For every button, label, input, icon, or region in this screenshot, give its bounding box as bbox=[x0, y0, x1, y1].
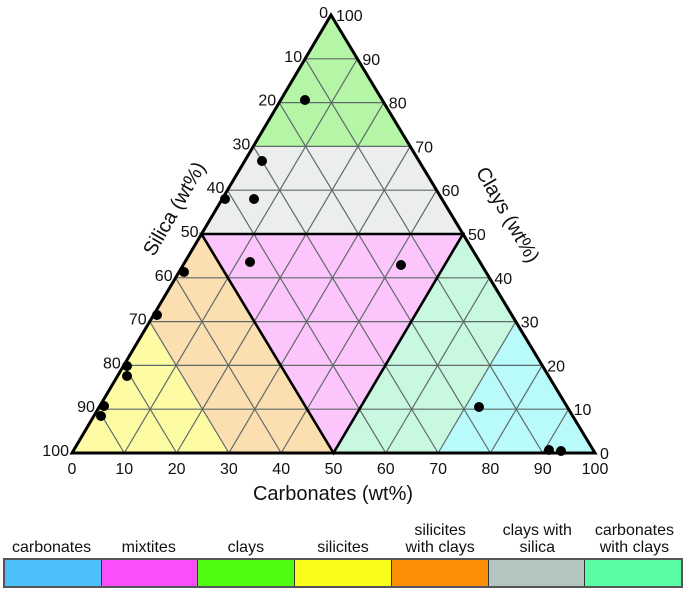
legend-label: mixtites bbox=[121, 539, 176, 556]
silica-tick: 30 bbox=[233, 136, 251, 153]
gridline bbox=[149, 321, 230, 454]
carbonates-tick: 40 bbox=[272, 461, 290, 478]
region-clays bbox=[253, 15, 411, 147]
gridline bbox=[437, 321, 517, 454]
region-carbonates bbox=[438, 321, 595, 453]
data-point bbox=[245, 257, 255, 267]
data-point bbox=[257, 156, 267, 166]
legend-swatch bbox=[488, 560, 586, 586]
legend-label: silicites with clays bbox=[405, 522, 475, 556]
ternary-diagram: 0 10 20 30 40 50 60 70 80 90 100010203040506070809… bbox=[42, 5, 609, 505]
legend-label: carbonates with clays bbox=[594, 522, 674, 556]
legend-swatch bbox=[391, 560, 489, 586]
silica-tick: 10 bbox=[284, 49, 302, 66]
silica-tick: 0 bbox=[319, 5, 328, 22]
clays-tick: 90 bbox=[362, 52, 380, 69]
gridline bbox=[175, 277, 282, 454]
silica-tick: 100 bbox=[42, 443, 69, 460]
data-point bbox=[556, 446, 566, 456]
silica-tick: 90 bbox=[77, 399, 95, 416]
clays-axis-title: Clays (wt%) bbox=[471, 163, 543, 266]
data-point bbox=[300, 95, 310, 105]
data-point bbox=[249, 194, 259, 204]
data-point bbox=[544, 445, 554, 455]
clays-tick: 40 bbox=[494, 271, 512, 288]
legend-swatch bbox=[585, 560, 682, 586]
legend-swatches bbox=[3, 558, 683, 588]
carbonates-tick: 100 bbox=[582, 461, 609, 478]
carbonates-tick: 30 bbox=[220, 461, 238, 478]
clays-tick: 80 bbox=[389, 96, 407, 113]
silica-tick: 70 bbox=[129, 312, 147, 329]
data-point bbox=[474, 402, 484, 412]
legend-label: silicites bbox=[317, 539, 369, 556]
region-mixtites bbox=[201, 234, 463, 453]
legend: carbonates mixtites clays silicites silicite… bbox=[3, 512, 683, 588]
legend-labels: carbonates mixtites clays silicites silicite… bbox=[3, 512, 683, 558]
carbonates-tick: 60 bbox=[377, 461, 395, 478]
gridline bbox=[123, 365, 178, 454]
data-points bbox=[96, 95, 566, 456]
data-point bbox=[96, 411, 106, 421]
gridline bbox=[385, 277, 490, 454]
clays-tick: 10 bbox=[574, 402, 592, 419]
clays-tick: 30 bbox=[521, 315, 539, 332]
carbonates-tick: 80 bbox=[482, 461, 500, 478]
clays-tick: 100 bbox=[336, 8, 363, 25]
carbonates-tick: 10 bbox=[115, 461, 133, 478]
legend-label: clays bbox=[227, 539, 265, 556]
mixtites-border bbox=[199, 232, 466, 456]
carbonates-axis-title: Carbonates (wt%) bbox=[253, 483, 413, 505]
carbonates-tick: 50 bbox=[325, 461, 343, 478]
silica-tick: 60 bbox=[155, 268, 173, 285]
clays-tick: 70 bbox=[415, 139, 433, 156]
carbonates-tick: 20 bbox=[168, 461, 186, 478]
legend-swatch bbox=[295, 560, 392, 586]
legend-swatch bbox=[198, 560, 296, 586]
tick-labels: 0 10 20 30 40 50 60 70 80 90 100010203040506070809… bbox=[42, 5, 609, 478]
carbonates-tick: 0 bbox=[68, 461, 77, 478]
region-silicites bbox=[72, 321, 229, 453]
gridline bbox=[252, 146, 439, 454]
legend-swatch bbox=[101, 560, 199, 586]
data-point bbox=[99, 401, 109, 411]
clays-tick: 60 bbox=[442, 183, 460, 200]
legend-label: carbonates bbox=[11, 539, 92, 556]
clays-tick: 20 bbox=[547, 358, 565, 375]
silica-tick: 80 bbox=[103, 355, 121, 372]
silica-tick: 20 bbox=[258, 93, 276, 110]
silica-tick: 50 bbox=[181, 224, 199, 241]
gridline bbox=[304, 58, 544, 454]
data-point bbox=[122, 371, 132, 381]
silica-tick: 40 bbox=[207, 180, 225, 197]
legend-swatch bbox=[5, 560, 102, 586]
region-outlines bbox=[69, 12, 598, 456]
clays-tick: 50 bbox=[468, 227, 486, 244]
gridline bbox=[228, 146, 411, 454]
data-point bbox=[220, 194, 230, 204]
gridline bbox=[123, 58, 358, 454]
legend-label: clays with silica bbox=[502, 522, 572, 556]
data-point bbox=[179, 267, 189, 277]
carbonates-tick: 70 bbox=[429, 461, 447, 478]
clays-tick: 0 bbox=[600, 446, 609, 463]
gridline bbox=[489, 365, 543, 454]
data-point bbox=[396, 260, 406, 270]
data-point bbox=[152, 310, 162, 320]
carbonates-tick: 90 bbox=[534, 461, 552, 478]
data-point bbox=[122, 361, 132, 371]
